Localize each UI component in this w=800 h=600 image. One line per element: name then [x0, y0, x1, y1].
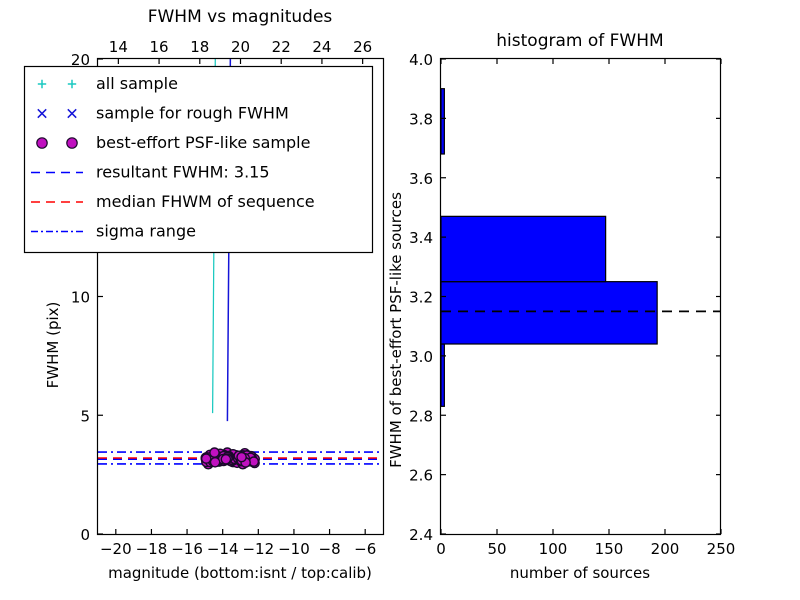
y-tick-label: 3.4 [409, 229, 433, 247]
x-tick-label: −14 [207, 540, 239, 558]
x-tick-label: −18 [136, 540, 168, 558]
legend-item-label: resultant FWHM: 3.15 [96, 163, 270, 182]
x-tick-label: −8 [319, 540, 341, 558]
legend-item[interactable]: median FHWM of sequence [31, 192, 315, 211]
x-tick-label: −10 [278, 540, 310, 558]
right-tick-marks [440, 58, 722, 535]
legend-item[interactable]: best-effort PSF-like sample [36, 133, 311, 152]
legend-item-label: all sample [96, 74, 178, 93]
y-tick-label: 2.8 [409, 407, 433, 425]
right-xaxis-label: number of sources [510, 564, 650, 582]
legend-item-label: median FHWM of sequence [96, 192, 315, 211]
legend-box [23, 65, 374, 254]
right-x-tick-labels: 0 50 100 150 200 250 [436, 540, 735, 558]
legend-item-label: best-effort PSF-like sample [96, 133, 310, 152]
data-point-psf-sample [209, 447, 220, 458]
right-panel: histogram of FWHM 0 50 100 150 200 250 2.4 2.6… [387, 31, 735, 582]
legend-entries[interactable]: all sample sample for rough FWHM best-effo… [31, 74, 315, 241]
y-tick-label: 5 [80, 407, 90, 425]
scatter-psf-sample [200, 447, 260, 470]
legend-item[interactable]: sigma range [31, 222, 196, 241]
x-tick-label: −20 [100, 540, 132, 558]
cross-marker-icon [37, 108, 47, 119]
y-tick-label: 4.0 [409, 51, 433, 69]
legend-item-label: sample for rough FWHM [96, 104, 289, 123]
left-y-tick-labels: 0 5 10 20 [71, 51, 90, 544]
y-tick-label: 3.8 [409, 110, 433, 128]
y-tick-label: 20 [71, 51, 90, 69]
x-tick-label: 250 [707, 540, 736, 558]
data-point-psf-sample [209, 456, 221, 468]
x-tick-label-top: 14 [109, 38, 128, 56]
x-tick-label: 50 [487, 540, 506, 558]
x-tick-label-top: 16 [150, 38, 169, 56]
x-tick-label: 100 [539, 540, 568, 558]
x-tick-label-top: 22 [272, 38, 291, 56]
x-tick-label-top: 18 [190, 38, 209, 56]
x-tick-label: 150 [595, 540, 624, 558]
left-top-tick-labels: 14 16 18 20 22 24 26 [109, 38, 372, 56]
histogram-bars [440, 88, 658, 407]
cross-marker-icon [67, 108, 77, 119]
left-yaxis-label: FWHM (pix) [44, 302, 62, 389]
left-axes-frame [96, 57, 385, 536]
legend[interactable]: all sample sample for rough FWHM best-effo… [23, 65, 374, 254]
y-tick-label: 10 [71, 289, 90, 307]
histogram-bar [440, 215, 607, 283]
legend-item[interactable]: sample for rough FWHM [37, 104, 289, 123]
left-panel: FWHM vs magnitudes 14 16 18 20 22 24 26 −20 −18… [44, 7, 385, 582]
x-tick-label-top: 24 [312, 38, 331, 56]
plus-marker-icon [67, 79, 77, 89]
data-point-psf-sample [220, 453, 232, 465]
x-tick-label: −6 [354, 540, 376, 558]
dot-marker-icon [66, 137, 78, 149]
histogram-bar [440, 281, 658, 345]
left-xaxis-label: magnitude (bottom:isnt / top:calib) [108, 564, 372, 582]
legend-item[interactable]: resultant FWHM: 3.15 [31, 163, 270, 182]
data-point-psf-sample [236, 451, 247, 463]
x-tick-label-top: 20 [231, 38, 250, 56]
y-tick-label: 3.6 [409, 170, 433, 188]
histogram-bar [440, 343, 445, 407]
y-tick-label: 3.0 [409, 348, 433, 366]
histogram-bar [440, 88, 445, 155]
legend-item[interactable]: all sample [37, 74, 178, 93]
plus-marker-icon [37, 79, 47, 89]
right-y-tick-labels: 2.4 2.6 2.8 3.0 3.2 3.4 3.6 3.8 4.0 [409, 51, 433, 544]
left-panel-title: FWHM vs magnitudes [148, 7, 333, 27]
y-tick-label: 2.6 [409, 467, 433, 485]
legend-item-label: sigma range [96, 222, 196, 241]
y-tick-label: 0 [80, 526, 90, 544]
x-tick-label: 0 [436, 540, 446, 558]
x-tick-label: 200 [651, 540, 680, 558]
x-tick-label: −12 [242, 540, 274, 558]
right-panel-title: histogram of FWHM [496, 31, 663, 51]
x-tick-label-top: 26 [353, 38, 372, 56]
y-tick-label: 2.4 [409, 526, 433, 544]
dot-marker-icon [36, 137, 48, 149]
left-bottom-tick-labels: −20 −18 −16 −14 −12 −10 −8 −6 [100, 540, 376, 558]
x-tick-label: −16 [171, 540, 203, 558]
data-point-psf-sample [200, 453, 212, 464]
right-yaxis-label: FWHM of best-effort PSF-like sources [387, 192, 405, 468]
y-tick-label: 3.2 [409, 289, 433, 307]
